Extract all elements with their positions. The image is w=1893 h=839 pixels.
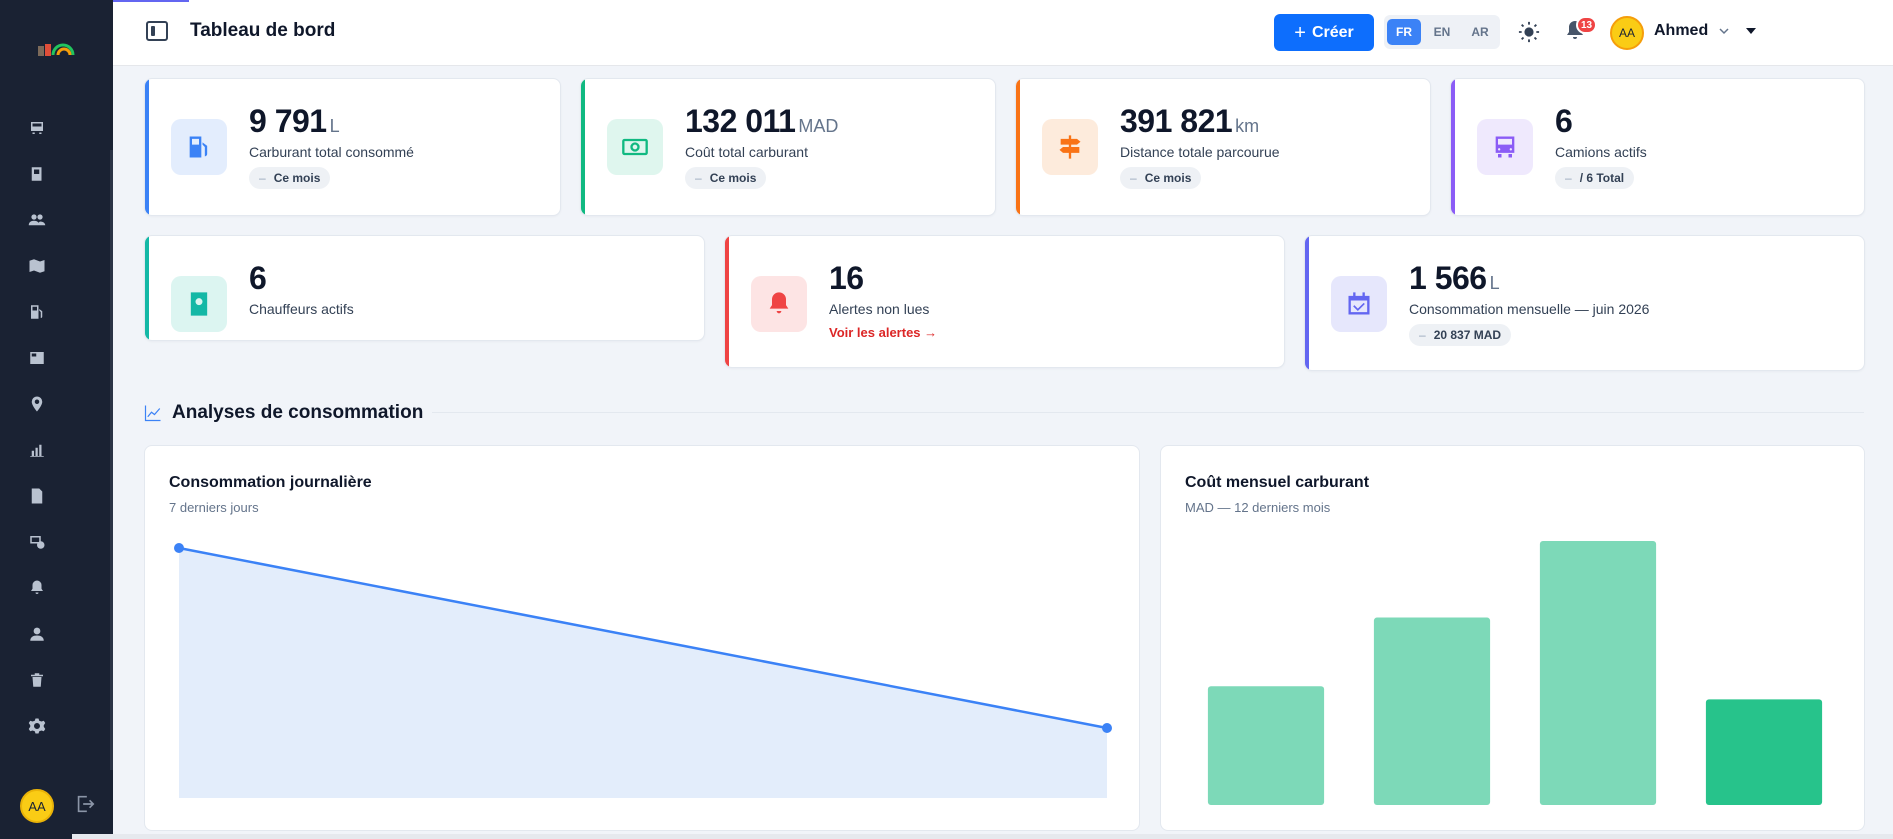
stat-value: 6: [1555, 103, 1573, 139]
stat-card-distance: 391 821 km Distance totale parcourue – Ce …: [1015, 78, 1431, 216]
page-title: Tableau de bord: [190, 20, 336, 41]
stat-label: Coût total carburant: [685, 144, 808, 160]
stat-value: 6: [249, 260, 267, 296]
fuel-pump-icon: [171, 119, 227, 175]
lang-en[interactable]: EN: [1433, 25, 1451, 39]
document-check-icon[interactable]: [26, 485, 48, 507]
create-button[interactable]: + Créer: [1274, 14, 1374, 51]
settings-clock-icon[interactable]: [26, 531, 48, 553]
stat-value: 9 791 L: [249, 103, 340, 139]
fuel-pump-icon[interactable]: [26, 301, 48, 323]
chart-subtitle: MAD — 12 derniers mois: [1185, 500, 1331, 515]
language-switcher: FR EN AR: [1384, 15, 1500, 49]
stat-label: Carburant total consommé: [249, 144, 414, 160]
bell-icon: [751, 276, 807, 332]
bar: [1539, 541, 1657, 805]
map-pin-icon[interactable]: [26, 393, 48, 415]
top-header: Tableau de bord: [113, 0, 1893, 66]
user-name[interactable]: Ahmed: [1654, 22, 1709, 39]
stat-value: 1 566 L: [1409, 260, 1500, 296]
map-icon[interactable]: [26, 255, 48, 277]
stat-period-badge: – Ce mois: [685, 167, 767, 189]
chart-title: Coût mensuel carburant: [1185, 474, 1370, 491]
stat-total-badge: –/ 6 Total: [1555, 167, 1635, 189]
sidebar: AA: [0, 0, 113, 839]
stat-card-fuel-cost: 132 011 MAD Coût total carburant – Ce mois: [580, 78, 996, 216]
lang-ar[interactable]: AR: [1471, 25, 1489, 39]
stat-card-monthly-consumption: 1 566 L Consommation mensuelle — juin 202…: [1304, 235, 1865, 371]
gear-icon[interactable]: [26, 715, 48, 737]
bar: [1373, 617, 1491, 805]
bar-chart-icon[interactable]: [26, 439, 48, 461]
section-title: Analyses de consommation: [144, 402, 423, 424]
section-divider: [432, 412, 1864, 413]
data-point: [174, 543, 184, 553]
signpost-icon: [1042, 119, 1098, 175]
bell-icon[interactable]: [26, 577, 48, 599]
app-logo: [38, 43, 75, 56]
stat-label: Chauffeurs actifs: [249, 301, 354, 317]
logout-icon[interactable]: [74, 793, 98, 817]
stat-cost-badge: –20 837 MAD: [1409, 324, 1512, 346]
sun-icon[interactable]: [1516, 19, 1542, 45]
daily-consumption-panel: Consommation journalière 7 derniers jour…: [144, 445, 1140, 831]
stat-card-fuel-consumed: 9 791 L Carburant total consommé – Ce mois: [144, 78, 561, 216]
stat-label: Camions actifs: [1555, 144, 1647, 160]
user-icon[interactable]: [26, 623, 48, 645]
caret-down-icon[interactable]: [1746, 28, 1756, 34]
plus-icon: +: [1294, 21, 1306, 44]
series-line: [178, 546, 1108, 730]
data-point: [1102, 723, 1112, 733]
stat-label: Distance totale parcourue: [1120, 144, 1280, 160]
stat-card-active-drivers: 6 Chauffeurs actifs: [144, 235, 705, 341]
stat-label: Consommation mensuelle — juin 2026: [1409, 301, 1650, 317]
bar: [1207, 686, 1325, 805]
stat-value: 391 821 km: [1120, 103, 1260, 139]
line-chart-icon: [144, 405, 161, 422]
sidebar-toggle-icon[interactable]: [146, 21, 168, 41]
header-accent-line: [113, 0, 189, 2]
user-avatar[interactable]: AA: [1610, 16, 1644, 50]
monthly-cost-chart: [1207, 541, 1823, 805]
newspaper-icon[interactable]: [26, 347, 48, 369]
id-badge-icon: [171, 276, 227, 332]
stat-value: 132 011 MAD: [685, 103, 839, 139]
monthly-cost-panel: Coût mensuel carburant MAD — 12 derniers…: [1160, 445, 1865, 831]
area-fill: [179, 548, 1107, 798]
stat-label: Alertes non lues: [829, 301, 930, 317]
bus-icon[interactable]: [26, 117, 48, 139]
stat-card-unread-alerts: 16 Alertes non lues Voir les alertes →: [724, 235, 1285, 368]
daily-consumption-chart: [174, 543, 1112, 798]
calendar-check-icon: [1331, 276, 1387, 332]
notification-badge: 13: [1576, 16, 1598, 34]
view-alerts-link[interactable]: Voir les alertes →: [829, 325, 938, 340]
stat-card-active-trucks: 6 Camions actifs –/ 6 Total: [1450, 78, 1865, 216]
horizontal-scrollbar[interactable]: [72, 834, 1893, 839]
users-icon[interactable]: [26, 209, 48, 231]
sidebar-avatar[interactable]: AA: [20, 789, 54, 823]
chevron-down-icon[interactable]: [1719, 26, 1729, 36]
banknote-icon: [607, 119, 663, 175]
stat-period-badge: – Ce mois: [249, 167, 331, 189]
lang-fr[interactable]: FR: [1387, 19, 1421, 45]
bar: [1705, 699, 1823, 805]
create-button-label: Créer: [1311, 23, 1354, 41]
sidebar-scrollbar[interactable]: [110, 150, 113, 770]
chart-title: Consommation journalière: [169, 474, 372, 491]
book-icon[interactable]: [26, 163, 48, 185]
chart-subtitle: 7 derniers jours: [169, 500, 259, 515]
bus-icon: [1477, 119, 1533, 175]
stat-period-badge: – Ce mois: [1120, 167, 1202, 189]
trash-icon[interactable]: [26, 669, 48, 691]
stat-value: 16: [829, 260, 864, 296]
